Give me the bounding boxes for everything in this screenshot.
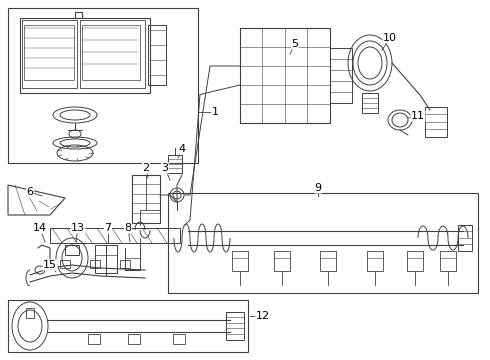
Text: 15: 15 [43, 260, 57, 270]
Text: 6: 6 [26, 187, 33, 197]
Bar [330, 48, 352, 103]
Bar [22, 20, 77, 88]
Bar [82, 25, 140, 80]
Bar [425, 107, 447, 137]
Bar [8, 8, 198, 163]
Bar [120, 260, 130, 268]
Bar [24, 25, 74, 80]
Text: 11: 11 [411, 111, 425, 121]
Text: 14: 14 [33, 223, 47, 233]
Text: 10: 10 [383, 33, 397, 43]
Bar [458, 225, 472, 251]
Text: 12: 12 [256, 311, 270, 321]
Bar [367, 251, 383, 271]
Text: 8: 8 [124, 223, 131, 233]
Bar [128, 334, 140, 344]
Bar [168, 155, 182, 173]
Bar [88, 334, 100, 344]
Bar [95, 245, 117, 273]
Bar [232, 251, 248, 271]
Text: 9: 9 [315, 183, 321, 193]
Bar [148, 25, 166, 85]
Bar [226, 312, 244, 340]
Bar [20, 18, 150, 93]
Text: 3: 3 [162, 163, 169, 173]
Text: 13: 13 [71, 223, 85, 233]
Bar [320, 251, 336, 271]
Bar [362, 93, 378, 113]
Bar [60, 260, 70, 268]
Bar [132, 175, 160, 223]
Bar [407, 251, 423, 271]
Bar [65, 245, 79, 255]
Bar [274, 251, 290, 271]
Text: 1: 1 [212, 107, 219, 117]
Bar [80, 20, 145, 88]
Bar [8, 300, 248, 352]
Bar [90, 260, 100, 268]
Bar [50, 228, 180, 243]
Bar [440, 251, 456, 271]
Bar [173, 334, 185, 344]
Bar [240, 28, 330, 123]
Bar [168, 193, 478, 293]
Text: 4: 4 [178, 144, 186, 154]
Text: 2: 2 [143, 163, 149, 173]
Text: 5: 5 [292, 39, 298, 49]
Text: 7: 7 [104, 223, 112, 233]
Bar [26, 308, 34, 318]
